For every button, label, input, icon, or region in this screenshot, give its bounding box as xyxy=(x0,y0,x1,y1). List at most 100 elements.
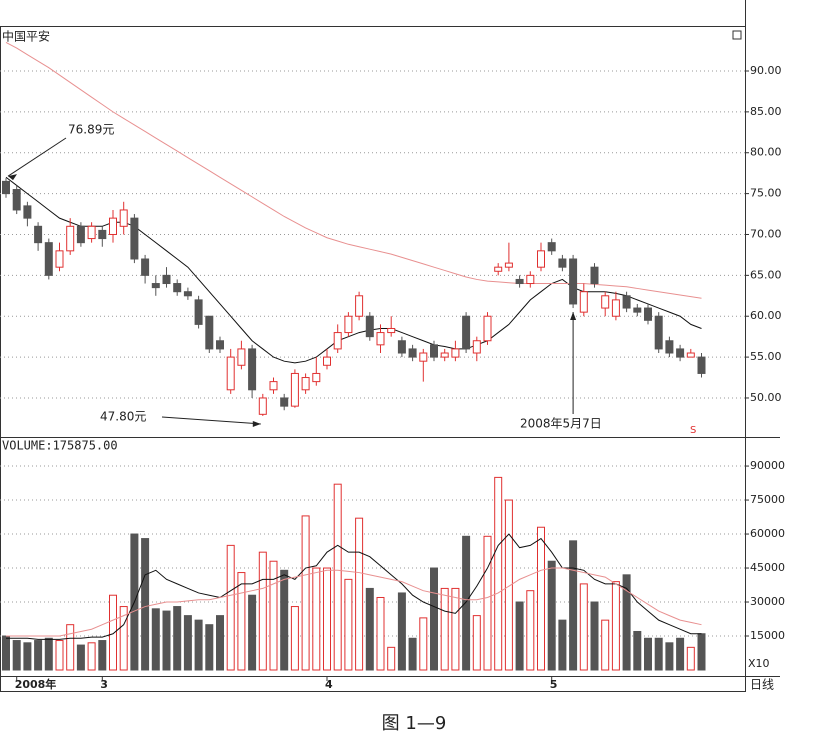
volume-bar xyxy=(408,637,417,671)
y-tick-label: 75000 xyxy=(750,493,785,506)
candle-body xyxy=(622,295,631,309)
candle-body xyxy=(526,274,535,285)
candle-body xyxy=(66,225,75,252)
window-box xyxy=(732,30,742,40)
candle-body xyxy=(269,381,278,391)
volume-bar xyxy=(387,646,396,671)
volume-bar xyxy=(365,587,374,671)
volume-bar xyxy=(280,569,289,671)
volume-bar xyxy=(151,608,160,671)
volume-bar xyxy=(697,633,706,671)
volume-bar xyxy=(301,515,310,671)
volume-bar xyxy=(397,592,406,671)
volume-bar xyxy=(686,646,695,671)
volume-bar xyxy=(248,594,257,671)
annotation: 2008年5月7日 xyxy=(520,417,602,431)
volume-bar xyxy=(526,590,535,671)
y-tick-label: 55.00 xyxy=(750,350,782,363)
arrow-head xyxy=(252,420,261,427)
volume-bar xyxy=(601,619,610,671)
candle-body xyxy=(87,225,96,240)
y-tick-label: 65.00 xyxy=(750,268,782,281)
volume-bar xyxy=(451,587,460,671)
candle-body xyxy=(237,348,246,366)
moving-average xyxy=(6,567,702,637)
candle-body xyxy=(183,291,192,297)
volume-bar xyxy=(34,640,43,671)
candle-body xyxy=(494,266,503,272)
candle-body xyxy=(611,299,620,317)
y-tick-label: 90.00 xyxy=(750,64,782,77)
candle-body xyxy=(55,250,64,268)
volume-bar xyxy=(611,581,620,671)
candle-body xyxy=(258,397,267,415)
candle-body xyxy=(280,397,289,407)
volume-bar xyxy=(76,644,85,671)
volume-bar xyxy=(579,583,588,671)
volume-title: VOLUME:175875.00 xyxy=(2,439,118,453)
annotation: S xyxy=(690,425,696,436)
candle-body xyxy=(12,189,21,211)
candle-body xyxy=(676,348,685,358)
candle-body xyxy=(34,225,43,244)
candle-body xyxy=(472,340,481,354)
period-label: 日线 xyxy=(750,678,774,692)
volume-bar xyxy=(355,517,364,671)
candle-body xyxy=(312,372,321,383)
chart-title: 中国平安 xyxy=(2,29,50,44)
volume-bar xyxy=(440,587,449,671)
volume-bar xyxy=(237,572,246,671)
volume-bar xyxy=(66,624,75,671)
volume-bar xyxy=(472,615,481,671)
candle-body xyxy=(141,258,150,276)
volume-bar xyxy=(644,637,652,671)
volume-bar xyxy=(55,640,64,671)
volume-bar xyxy=(269,560,278,671)
candle-body xyxy=(23,205,32,219)
candle-body xyxy=(162,274,171,285)
volume-bar xyxy=(12,640,21,671)
candle-body xyxy=(151,283,160,289)
annotation: 47.80元 xyxy=(100,410,146,424)
volume-bar xyxy=(376,596,385,671)
caption: 图 1—9 xyxy=(382,713,447,734)
candle-body xyxy=(333,332,342,350)
y-tick-label: 70.00 xyxy=(750,227,782,240)
candle-body xyxy=(130,217,139,260)
candle-body xyxy=(419,352,428,362)
arrow-head xyxy=(570,312,577,321)
volume-bar xyxy=(537,526,545,671)
candle-body xyxy=(558,258,567,268)
candle-body xyxy=(451,348,460,358)
volume-bar xyxy=(312,567,321,671)
volume-bar xyxy=(323,567,331,671)
volume-bar xyxy=(504,499,513,671)
annotation-arrow xyxy=(161,416,261,425)
candle-body xyxy=(119,209,128,227)
volume-bar xyxy=(515,601,524,671)
volume-bar xyxy=(44,637,53,671)
candle-body xyxy=(569,258,578,305)
volume-bar xyxy=(226,544,235,671)
candle-body xyxy=(205,315,214,350)
y-tick-label: 85.00 xyxy=(750,105,782,118)
volume-bar xyxy=(141,538,150,671)
candle-body xyxy=(430,344,438,358)
candle-body xyxy=(515,278,524,285)
candle-body xyxy=(98,229,107,240)
volume-bar xyxy=(462,535,471,671)
volume-bar xyxy=(216,615,224,671)
candle-body xyxy=(654,315,663,350)
volume-bar xyxy=(344,578,353,671)
candle-body xyxy=(226,356,235,391)
volume-bar xyxy=(205,624,214,671)
candle-body xyxy=(248,348,257,391)
candle-body xyxy=(547,242,556,252)
unit-label: X10 xyxy=(748,657,770,670)
annotation-arrow xyxy=(7,137,67,177)
candle-body xyxy=(76,225,85,244)
x-tick-label: 4 xyxy=(325,678,333,691)
candle-body xyxy=(376,332,385,346)
candle-body xyxy=(601,295,610,309)
